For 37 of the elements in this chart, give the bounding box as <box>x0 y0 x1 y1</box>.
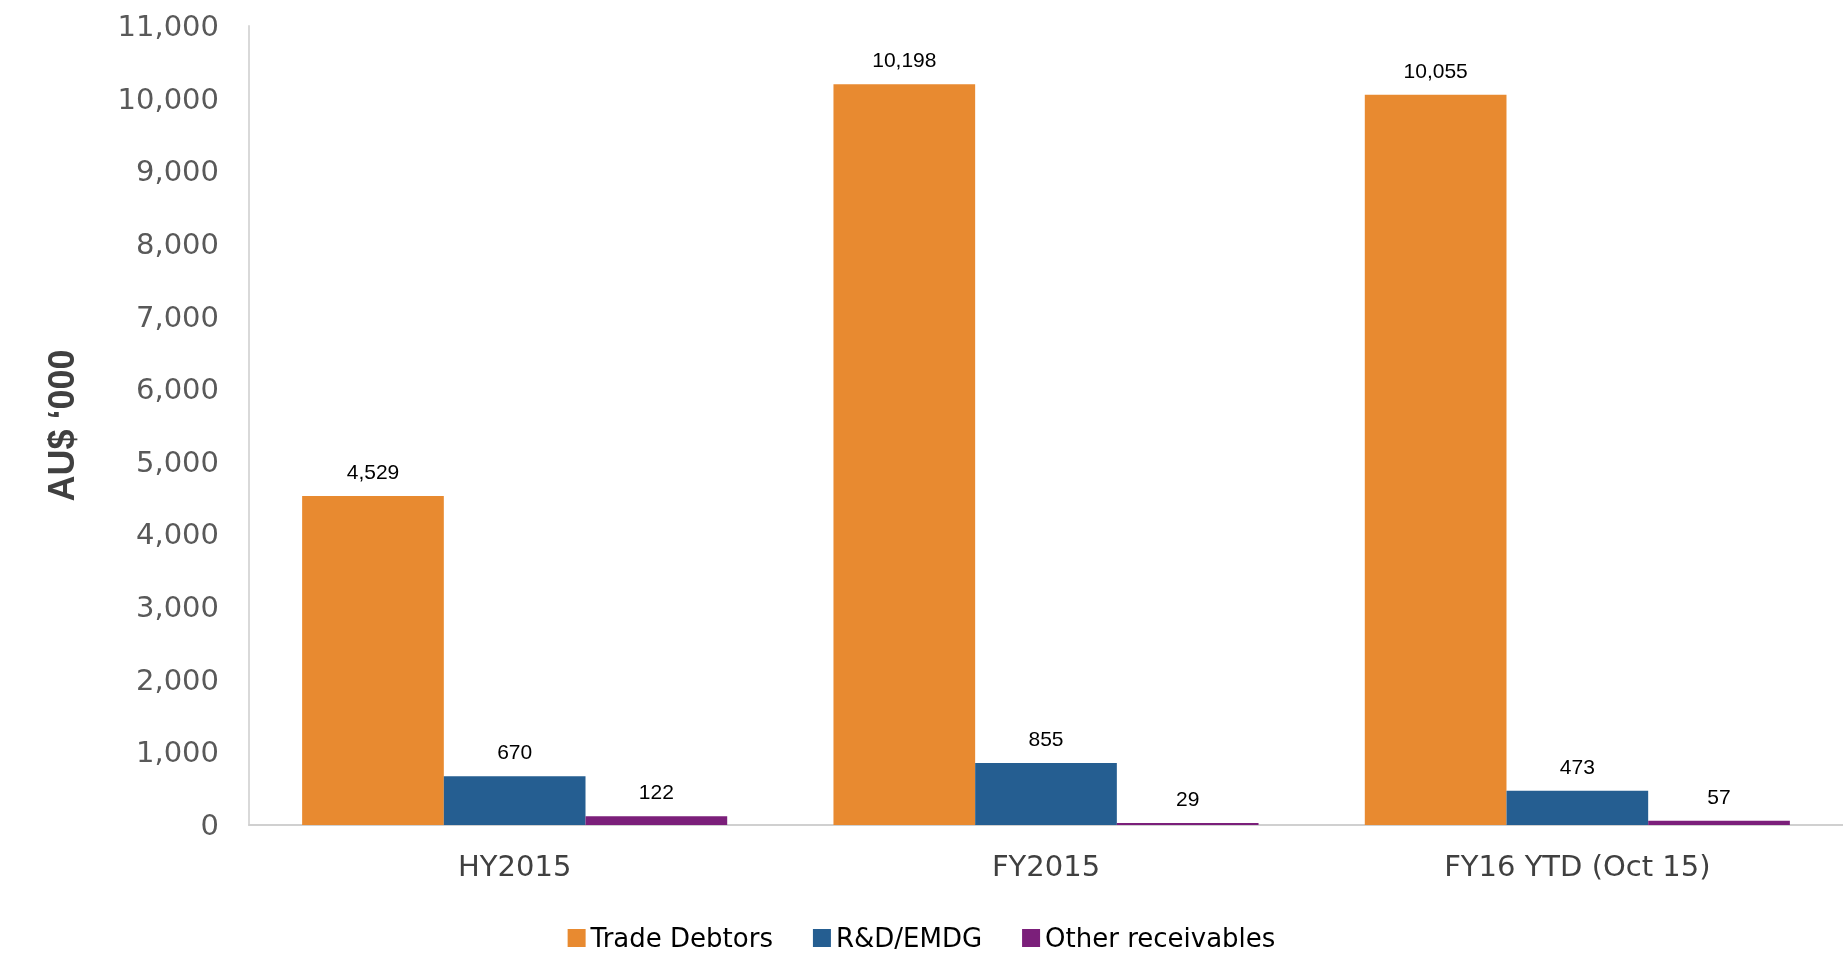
y-tick-label: 9,000 <box>135 154 219 189</box>
bar <box>975 762 1117 825</box>
data-label: 122 <box>638 780 674 804</box>
data-label: 670 <box>497 740 533 764</box>
bar <box>585 816 728 825</box>
y-tick-label: 11,000 <box>117 9 219 43</box>
x-tick-label: FY16 YTD (Oct 15) <box>1444 848 1711 883</box>
bar <box>1116 822 1259 825</box>
y-tick-label: 2,000 <box>135 662 219 697</box>
data-label: 855 <box>1028 726 1064 750</box>
y-tick-label: 8,000 <box>135 226 219 261</box>
y-axis-title: AU$ ‘000 <box>40 349 82 502</box>
data-label: 10,055 <box>1403 58 1468 82</box>
bar <box>1506 790 1649 825</box>
y-tick-label: 7,000 <box>135 299 219 334</box>
data-label: 4,529 <box>346 460 400 484</box>
y-tick-label: 6,000 <box>135 372 219 407</box>
x-tick-label: HY2015 <box>458 848 572 883</box>
bar <box>443 776 586 825</box>
y-tick-label: 1,000 <box>135 735 219 770</box>
legend-label: Trade Debtors <box>589 923 773 953</box>
x-tick-label: FY2015 <box>991 848 1101 883</box>
y-tick-label: 0 <box>200 808 219 842</box>
data-label: 473 <box>1559 754 1595 778</box>
legend-label: Other receivables <box>1045 923 1276 953</box>
y-tick-label: 5,000 <box>135 444 219 479</box>
legend-label: R&D/EMDG <box>835 923 983 953</box>
y-tick-label: 4,000 <box>135 517 219 552</box>
y-tick-label: 3,000 <box>135 590 219 625</box>
bar <box>833 84 976 825</box>
y-tick-label: 10,000 <box>117 81 219 116</box>
bar <box>302 496 444 825</box>
bar <box>1648 820 1790 825</box>
bar <box>1364 94 1507 825</box>
data-label: 10,198 <box>872 48 937 72</box>
data-label: 29 <box>1176 786 1200 810</box>
data-label: 57 <box>1707 784 1731 808</box>
